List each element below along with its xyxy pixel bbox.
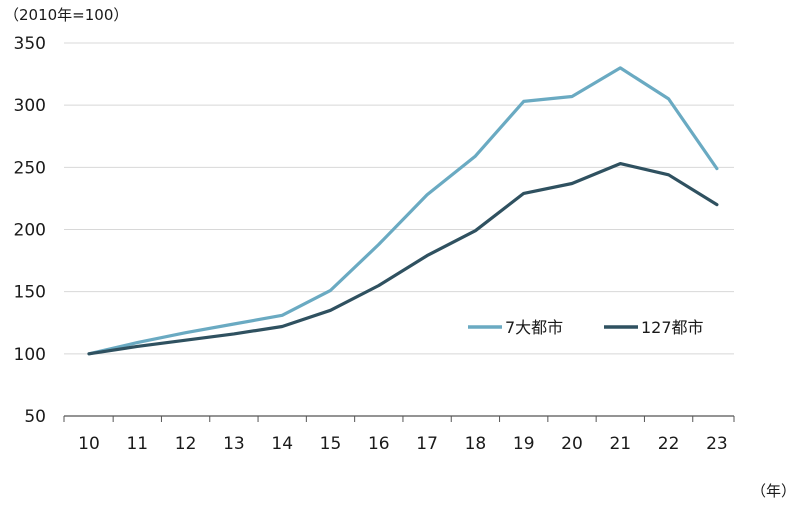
series-line-1 [87,66,719,356]
legend-label-1: 7大都市 [505,318,563,337]
y-tick-label-300: 300 [14,96,46,116]
x-tick-label-11: 11 [126,434,148,454]
x-axis-ticks: 10 11 12 13 14 15 16 17 18 19 20 21 22 23 [78,434,728,454]
gridlines [64,42,734,355]
x-tick-label-13: 13 [223,434,245,454]
series-lines [87,66,719,356]
y-tick-label-200: 200 [14,221,46,241]
x-tick-label-12: 12 [175,434,197,454]
series-1-points [87,66,719,356]
y-tick-label-100: 100 [14,345,46,365]
y-axis-ticks: 50 100 150 200 250 300 350 [14,34,46,427]
y-unit-label: （2010年=100） [4,6,128,24]
x-tick-label-15: 15 [320,434,342,454]
x-tick-label-20: 20 [561,434,583,454]
x-tick-label-18: 18 [465,434,487,454]
legend-label-2: 127都市 [641,318,704,337]
x-tick-label-16: 16 [368,434,390,454]
y-tick-label-50: 50 [24,407,46,427]
y-tick-label-150: 150 [14,283,46,303]
legend: 7大都市 127都市 [468,318,704,337]
x-tick-label-23: 23 [706,434,728,454]
y-tick-label-350: 350 [14,34,46,54]
x-tick-label-17: 17 [416,434,438,454]
x-tick-label-19: 19 [513,434,535,454]
series-line-2 [87,162,719,356]
x-tick-label-21: 21 [609,434,631,454]
x-tick-label-10: 10 [78,434,100,454]
x-tick-label-22: 22 [658,434,680,454]
x-unit-label: （年） [751,482,796,500]
y-tick-label-250: 250 [14,158,46,178]
x-axis [63,415,735,422]
x-tick-label-14: 14 [271,434,293,454]
